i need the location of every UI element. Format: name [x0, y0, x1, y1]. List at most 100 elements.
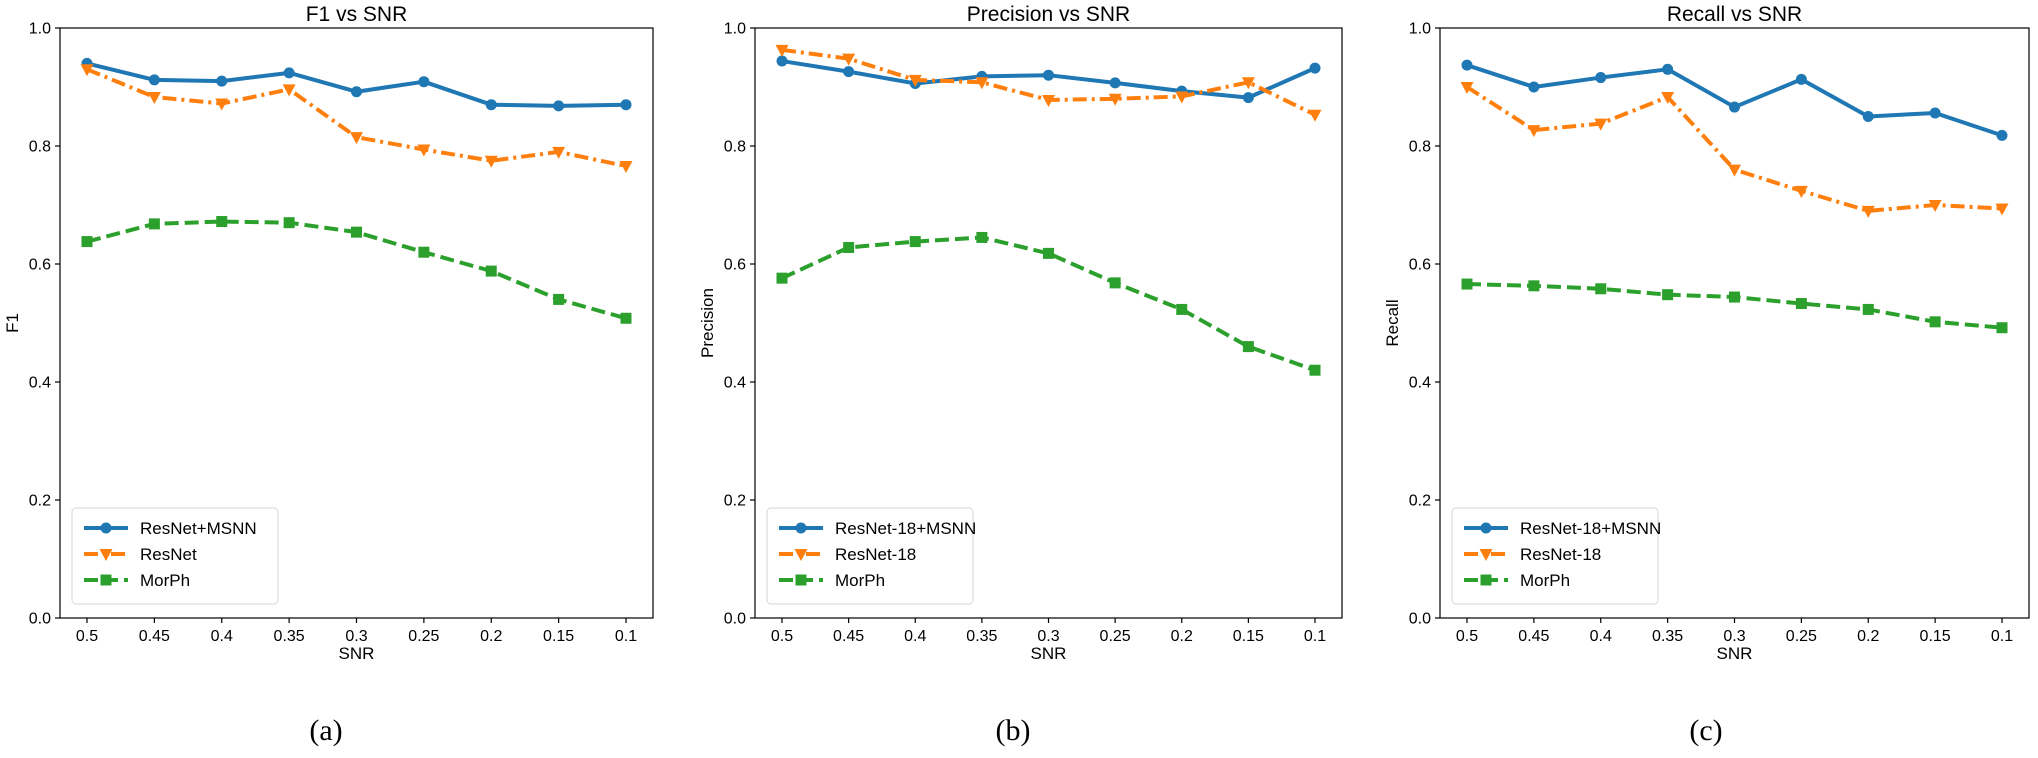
- data-point: [1309, 364, 1321, 376]
- data-point: [975, 77, 989, 90]
- data-point: [1460, 82, 1474, 94]
- data-point: [216, 216, 228, 228]
- series-1: [1461, 59, 2008, 141]
- y-tick-label: 0.4: [1409, 375, 1431, 392]
- data-point: [1309, 62, 1321, 74]
- data-point: [283, 217, 295, 229]
- y-tick-label: 0.0: [1409, 611, 1431, 628]
- data-point: [553, 293, 565, 305]
- x-axis-label: SNR: [1717, 644, 1753, 663]
- x-tick-label: 0.4: [904, 628, 926, 645]
- data-point: [1595, 283, 1607, 295]
- data-point: [976, 231, 988, 243]
- legend-swatch-marker: [794, 549, 808, 561]
- data-point: [843, 241, 855, 253]
- x-tick-label: 0.5: [76, 628, 98, 645]
- legend-label: MorPh: [140, 571, 190, 590]
- legend-label: ResNet+MSNN: [140, 519, 257, 538]
- x-tick-label: 0.3: [1037, 628, 1059, 645]
- x-tick-label: 0.25: [408, 628, 439, 645]
- x-tick-label: 0.1: [615, 628, 637, 645]
- data-point: [620, 99, 632, 111]
- data-point: [1929, 316, 1941, 328]
- data-point: [1996, 129, 2008, 141]
- legend-label: ResNet-18+MSNN: [1520, 519, 1661, 538]
- data-point: [80, 64, 94, 77]
- data-point: [282, 84, 296, 97]
- legend-swatch-marker: [1480, 522, 1492, 534]
- data-point: [1928, 200, 1942, 212]
- data-point: [1662, 289, 1674, 301]
- data-point: [1242, 92, 1254, 104]
- data-point: [1662, 63, 1674, 75]
- legend: ResNet-18+MSNN ResNet-18 MorPh: [1451, 507, 1661, 605]
- data-point: [1862, 111, 1874, 122]
- data-point: [1795, 298, 1807, 310]
- data-point: [1461, 59, 1473, 71]
- x-tick-label: 0.3: [1723, 628, 1745, 645]
- legend-label: ResNet-18: [1520, 545, 1601, 564]
- data-point: [1108, 93, 1122, 106]
- legend-label: ResNet-18+MSNN: [835, 519, 976, 538]
- x-tick-label: 0.45: [833, 628, 864, 645]
- data-point: [417, 144, 431, 157]
- data-point: [1242, 341, 1254, 353]
- data-point: [350, 132, 363, 145]
- y-tick-label: 0.6: [29, 257, 51, 274]
- data-point: [1862, 303, 1874, 315]
- data-point: [1527, 125, 1541, 138]
- data-point: [485, 265, 497, 277]
- data-point: [283, 67, 295, 79]
- series-1: [81, 57, 632, 112]
- x-tick-label: 0.35: [1652, 628, 1683, 645]
- data-point: [776, 272, 788, 284]
- data-point: [1995, 203, 2009, 216]
- legend-swatch-marker: [100, 522, 112, 534]
- series-3: [776, 231, 1321, 376]
- series-1: [776, 55, 1321, 104]
- data-point: [775, 44, 789, 57]
- legend-swatch-marker: [795, 574, 807, 586]
- chart-title: F1 vs SNR: [306, 3, 408, 26]
- data-point: [843, 66, 855, 78]
- panel-caption: (a): [309, 714, 342, 747]
- data-point: [619, 161, 633, 174]
- y-axis-label: F1: [3, 313, 22, 333]
- series-line: [781, 235, 1316, 373]
- panel-caption: (c): [1689, 714, 1722, 747]
- x-axis-label: SNR: [339, 644, 375, 663]
- data-point: [1794, 185, 1808, 198]
- data-point: [908, 74, 922, 87]
- x-tick-label: 0.45: [139, 628, 170, 645]
- x-tick-label: 0.2: [1857, 628, 1879, 645]
- data-point: [147, 92, 161, 105]
- y-tick-label: 0.0: [29, 611, 51, 628]
- legend-label: MorPh: [835, 571, 885, 590]
- data-point: [1528, 81, 1540, 93]
- legend-label: MorPh: [1520, 571, 1570, 590]
- data-point: [553, 100, 565, 112]
- x-tick-label: 0.25: [1100, 628, 1131, 645]
- y-tick-label: 0.4: [724, 375, 746, 392]
- data-point: [1795, 73, 1807, 85]
- series-3: [1461, 278, 2008, 334]
- data-point: [552, 146, 566, 159]
- data-point: [1043, 247, 1054, 259]
- x-tick-label: 0.5: [1456, 628, 1478, 645]
- data-point: [1241, 77, 1255, 90]
- data-point: [81, 236, 93, 248]
- data-point: [842, 53, 856, 66]
- legend-box: [766, 507, 974, 605]
- data-point: [776, 55, 788, 67]
- x-tick-label: 0.3: [345, 628, 367, 645]
- chart-panel-3: Recall vs SNR 0.0 0.2 0.4 0.6 0.8 1.0 0.5 0.45 0.…: [1383, 3, 2030, 747]
- legend-label: ResNet: [140, 545, 197, 564]
- chart-panel-1: F1 vs SNR 0.0 0.2 0.4 0.6 0.8 1.0 0.5 0.45 0.4 0.3…: [3, 3, 654, 747]
- y-tick-label: 1.0: [724, 21, 746, 38]
- data-point: [418, 76, 430, 88]
- data-point: [1996, 322, 2008, 334]
- data-point: [1594, 118, 1608, 131]
- y-tick-label: 0.4: [29, 375, 51, 392]
- data-point: [1728, 164, 1741, 177]
